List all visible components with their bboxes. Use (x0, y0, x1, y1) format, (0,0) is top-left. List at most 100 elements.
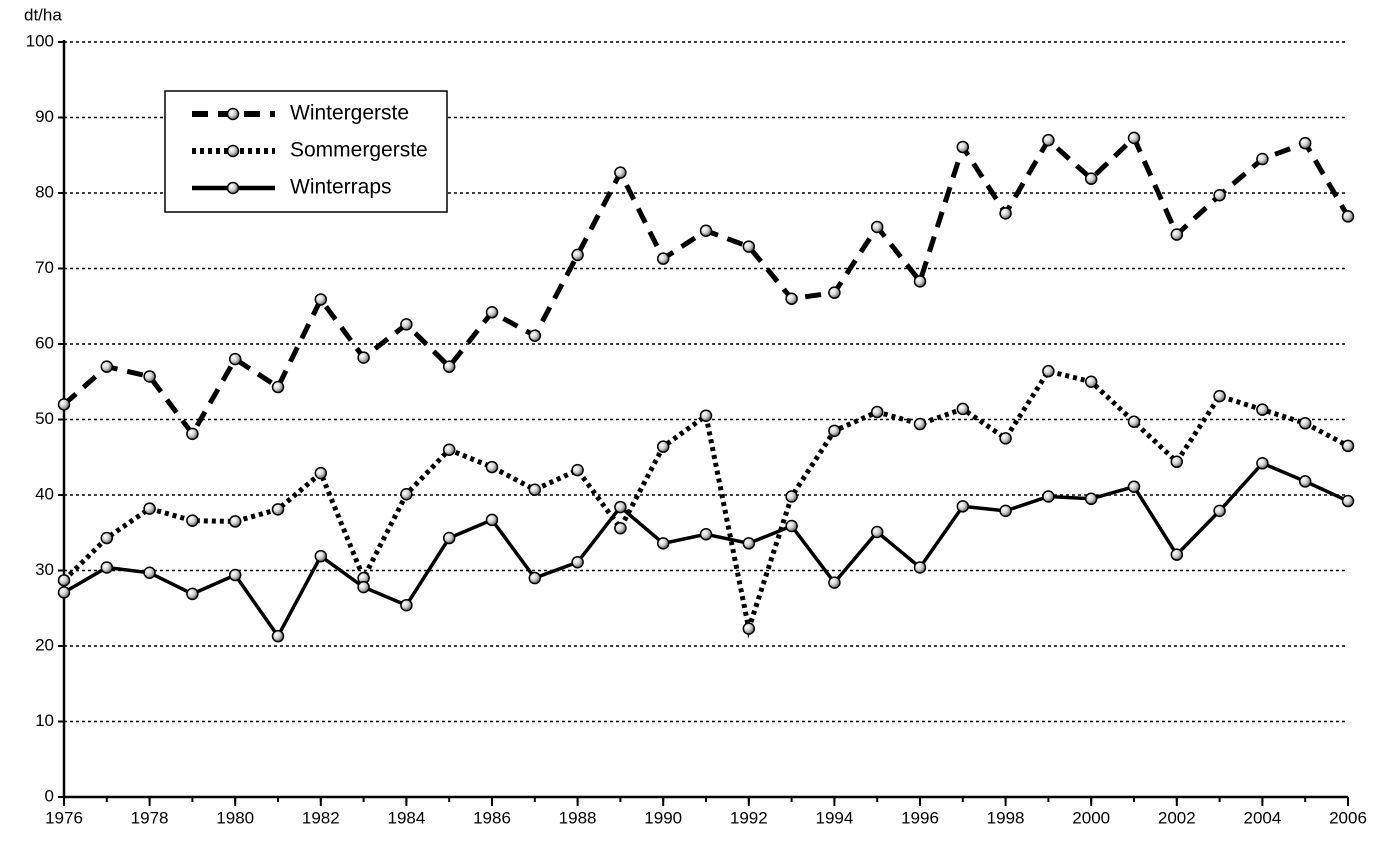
marker (271, 380, 285, 394)
legend-label: Winterraps (290, 176, 392, 199)
marker (485, 513, 499, 527)
marker (785, 490, 798, 503)
marker (314, 549, 328, 563)
marker (742, 240, 756, 253)
x-tick-label: 1976 (45, 808, 83, 827)
x-tick-label: 1990 (644, 808, 682, 827)
marker (828, 576, 841, 589)
marker (400, 598, 413, 612)
marker (357, 351, 370, 364)
marker (913, 275, 927, 288)
y-axis-label: dt/ha (24, 5, 62, 24)
x-tick-label: 2002 (1158, 808, 1196, 827)
marker (614, 521, 627, 535)
marker (442, 531, 456, 545)
marker (956, 140, 970, 154)
marker (400, 318, 413, 331)
marker (571, 248, 584, 262)
legend-marker (226, 107, 240, 121)
x-tick-label: 1982 (302, 808, 340, 827)
marker (528, 329, 542, 342)
marker (143, 502, 156, 515)
marker (656, 252, 670, 265)
marker (186, 427, 199, 441)
marker (314, 293, 328, 306)
marker (228, 515, 242, 528)
marker (1213, 504, 1226, 518)
marker (699, 409, 713, 422)
y-tick-label: 50 (35, 409, 54, 428)
legend-marker (226, 181, 240, 195)
marker (828, 424, 841, 438)
x-tick-label: 1998 (987, 808, 1025, 827)
marker (271, 503, 285, 516)
marker (186, 587, 199, 601)
marker (1042, 490, 1055, 503)
marker (699, 528, 713, 541)
marker (143, 370, 156, 383)
marker (1341, 439, 1355, 453)
legend-label: Sommergerste (290, 139, 428, 162)
marker (57, 574, 71, 587)
y-tick-label: 0 (45, 786, 54, 805)
marker (828, 286, 841, 299)
marker (742, 537, 756, 550)
marker (571, 555, 584, 569)
marker (485, 306, 499, 319)
x-tick-label: 1978 (131, 808, 169, 827)
y-tick-label: 60 (35, 333, 54, 352)
marker (870, 405, 884, 419)
marker (999, 432, 1012, 445)
marker (1256, 403, 1269, 416)
marker (1170, 455, 1184, 469)
marker (100, 531, 114, 545)
marker (143, 566, 156, 580)
x-tick-label: 1988 (559, 808, 597, 827)
marker (1042, 133, 1055, 147)
legend-label: Wintergerste (290, 102, 409, 125)
series-line (63, 461, 1349, 640)
marker (271, 629, 285, 643)
marker (1127, 480, 1141, 493)
x-tick-label: 1980 (216, 808, 254, 827)
x-tick-label: 1994 (815, 808, 853, 827)
marker (870, 525, 884, 539)
marker (400, 487, 413, 501)
marker (571, 463, 584, 477)
legend: Wintergerste Sommergerste Winterraps (164, 90, 448, 213)
marker (1127, 131, 1141, 145)
marker (870, 220, 884, 234)
marker (742, 622, 756, 635)
y-tick-label: 30 (35, 560, 54, 579)
marker (1341, 494, 1355, 508)
marker (656, 440, 670, 453)
marker (1170, 548, 1184, 561)
marker (1213, 389, 1226, 403)
x-tick-label: 2006 (1329, 808, 1367, 827)
marker (1042, 364, 1055, 378)
marker (999, 207, 1012, 220)
marker (1341, 210, 1355, 223)
y-tick-label: 90 (35, 107, 54, 126)
marker (57, 586, 71, 599)
marker (314, 466, 328, 480)
marker (1256, 457, 1269, 470)
marker (1084, 375, 1098, 388)
marker (57, 398, 71, 411)
legend-marker (226, 144, 240, 158)
marker (913, 561, 927, 574)
marker (528, 483, 542, 496)
marker (186, 514, 199, 527)
marker (357, 580, 370, 594)
marker (913, 417, 927, 431)
y-tick-label: 40 (35, 484, 54, 503)
y-tick-label: 10 (35, 711, 54, 730)
marker (1298, 417, 1312, 430)
x-tick-label: 1996 (901, 808, 939, 827)
marker (485, 460, 499, 474)
marker (656, 537, 670, 550)
marker (442, 360, 456, 373)
marker (614, 500, 627, 514)
marker (1127, 415, 1141, 429)
